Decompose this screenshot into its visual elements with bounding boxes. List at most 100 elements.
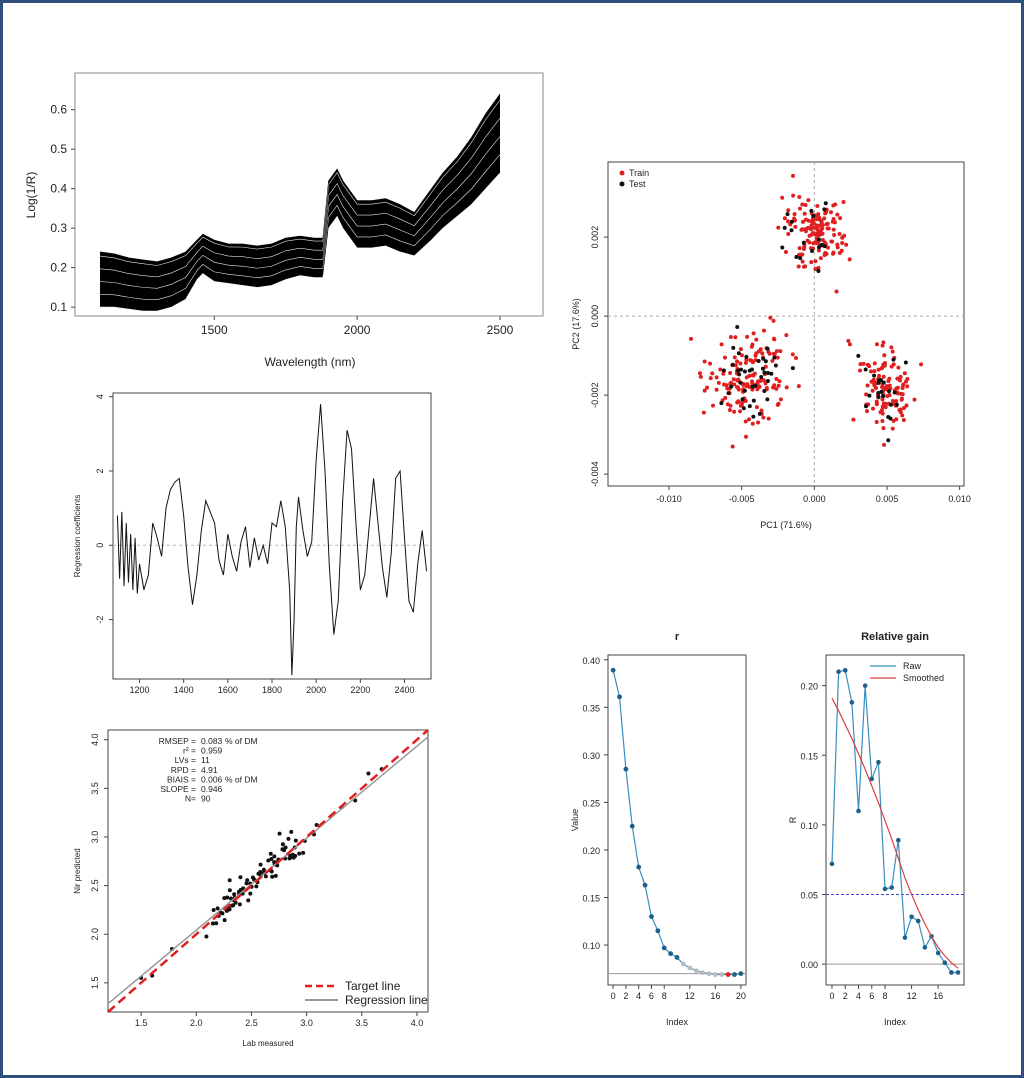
train-point [796, 264, 801, 269]
train-point [784, 333, 789, 338]
y-tick-label: 0.30 [582, 751, 600, 761]
train-point [901, 418, 906, 423]
train-point [721, 382, 726, 387]
train-point [864, 392, 869, 397]
train-point [714, 375, 719, 380]
raw-point [882, 886, 888, 892]
test-point [742, 369, 747, 374]
train-point [874, 386, 879, 391]
raw-point [876, 759, 881, 765]
train-point [817, 233, 822, 238]
train-point [766, 416, 771, 421]
sample-point [237, 902, 242, 907]
train-point [761, 328, 766, 333]
stat-value: 0.083 [201, 736, 223, 746]
train-point [803, 202, 808, 207]
train-point [796, 384, 801, 389]
test-point [903, 360, 908, 365]
legend-raw-label: Raw [903, 661, 922, 671]
train-point [786, 231, 791, 236]
train-point [751, 331, 756, 336]
spectrum-line [99, 136, 501, 289]
train-point [883, 405, 888, 410]
train-point [886, 384, 891, 389]
train-point [739, 353, 744, 358]
train-point [837, 232, 842, 237]
train-point [767, 351, 772, 356]
r-point [655, 928, 661, 934]
train-point [763, 364, 768, 369]
test-point [744, 354, 749, 359]
train-point [714, 387, 719, 392]
train-point [880, 411, 885, 416]
train-point [811, 219, 816, 224]
train-point [780, 195, 785, 200]
train-point [797, 252, 802, 257]
train-point [800, 219, 805, 224]
train-point [896, 365, 901, 370]
x-tick-label: 20 [736, 991, 746, 1001]
train-point [801, 246, 806, 251]
sample-point [222, 918, 227, 923]
train-point [708, 361, 713, 366]
stat-unit: % of DM [225, 774, 258, 784]
test-point [790, 366, 795, 371]
test-point [809, 208, 814, 213]
train-point [829, 210, 834, 215]
train-point [802, 211, 807, 216]
train-point [861, 361, 866, 366]
train-point [791, 173, 796, 178]
train-point [890, 349, 895, 354]
train-point [831, 227, 836, 232]
spectrum-line [99, 118, 501, 278]
raw-point [955, 970, 961, 975]
y-tick-label: 0 [95, 543, 105, 548]
sample-point [293, 853, 298, 858]
stat-value: 0.006 [201, 774, 223, 784]
test-point [761, 356, 766, 361]
train-point [889, 345, 894, 350]
train-point [858, 362, 863, 367]
r-point [668, 951, 674, 957]
y-tick-label: 2.5 [90, 879, 100, 892]
r-point [661, 945, 667, 951]
train-point [819, 218, 824, 223]
train-point [723, 395, 728, 400]
train-point [732, 355, 737, 360]
y-tick-label: 4 [95, 394, 105, 399]
test-point [763, 359, 768, 364]
spectrum-line [100, 172, 501, 312]
train-point [800, 259, 805, 264]
test-point [789, 228, 794, 233]
r-point [700, 970, 705, 976]
train-point [819, 221, 824, 226]
y-tick-label: 1.5 [90, 977, 100, 990]
sample-point [280, 842, 285, 847]
train-point [738, 409, 743, 414]
test-point [747, 404, 752, 409]
train-point [701, 410, 706, 415]
sample-point [297, 851, 302, 856]
train-point [881, 374, 886, 379]
train-point [895, 376, 900, 381]
test-point [762, 370, 767, 375]
train-point [776, 383, 781, 388]
train-point [800, 202, 805, 207]
y-tick-label: 0.15 [800, 751, 818, 761]
train-point [809, 260, 814, 265]
train-point [809, 226, 814, 231]
y-axis-label: PC2 (17.6%) [571, 298, 581, 350]
train-point [874, 399, 879, 404]
r-point [725, 972, 731, 977]
test-point [823, 201, 828, 206]
train-point [801, 264, 806, 269]
train-point [816, 248, 821, 253]
raw-point [909, 914, 914, 920]
train-point [747, 417, 752, 422]
test-point [801, 240, 806, 245]
train-point [876, 367, 881, 372]
test-point [751, 398, 756, 403]
x-tick-label: 1200 [129, 685, 149, 695]
spectra-chart: 1500 2000 2500 0.1 0.2 0.3 0.4 0.5 0.6 Wavelength… [24, 72, 544, 369]
